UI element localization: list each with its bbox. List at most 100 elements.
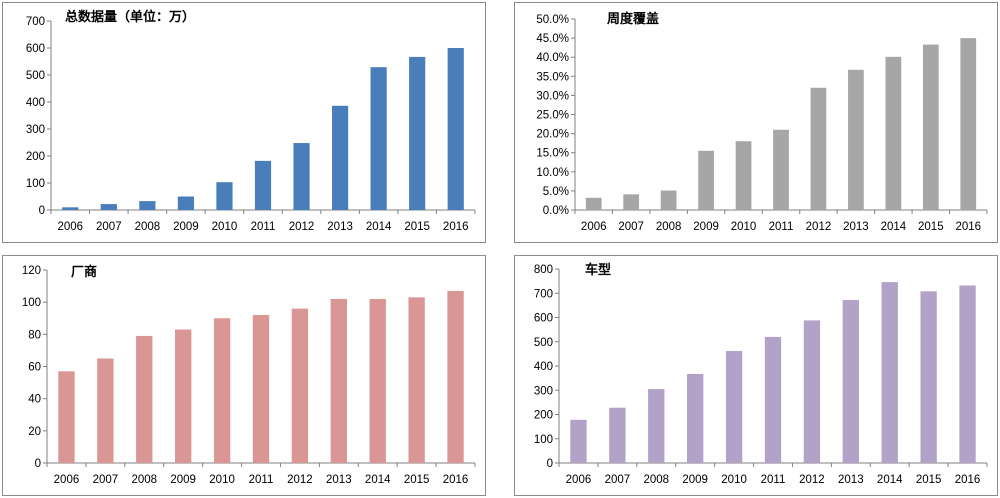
y-tick-label: 45.0% (536, 33, 569, 45)
bar-2006 (570, 419, 587, 463)
bar-2016 (447, 290, 464, 463)
y-tick-label: 200 (26, 151, 45, 163)
x-tick-label: 2011 (769, 221, 794, 233)
bar-2013 (842, 300, 859, 463)
x-tick-label: 2007 (93, 474, 119, 486)
bar-2012 (803, 320, 821, 463)
bar-2013 (848, 69, 864, 210)
bar-2012 (291, 308, 309, 463)
x-tick-label: 2006 (581, 221, 607, 233)
y-tick-label: 500 (534, 337, 553, 349)
y-tick-label: 0 (35, 458, 41, 470)
x-tick-label: 2007 (96, 221, 122, 233)
y-tick-label: 5.0% (543, 186, 569, 198)
bar-chart-svg: 0.0% 5.0% 10.0% 15.0% 20.0% 25.0% 30.0% 35.0% 40… (536, 11, 988, 233)
bar-2014 (881, 282, 898, 463)
y-tick-label: 0.0% (543, 205, 569, 217)
y-tick-label: 80 (28, 329, 41, 341)
x-tick-label: 2009 (682, 474, 708, 486)
y-tick-label: 50.0% (536, 14, 569, 26)
y-tick-label: 100 (26, 178, 45, 190)
x-tick-label: 2008 (135, 221, 161, 233)
x-tick-label: 2006 (566, 474, 592, 486)
x-tick-label: 2015 (404, 474, 430, 486)
y-tick-label: 800 (534, 264, 553, 276)
bar-2014 (369, 298, 386, 463)
bar-2006 (62, 207, 79, 210)
x-tick-label: 2013 (838, 474, 864, 486)
bar-2015 (409, 56, 426, 210)
x-tick-label: 2014 (877, 474, 903, 486)
chart-title: 车型 (585, 262, 611, 278)
y-tick-label: 60 (28, 362, 41, 374)
y-tick-label: 500 (26, 70, 45, 82)
y-tick-label: 0 (547, 458, 553, 470)
bar-2016 (959, 285, 976, 463)
chart-panel-manufacturers: 0 20 40 60 80 100 120 2006 2007 2008 2009 2010 2011 2… (2, 255, 486, 496)
chart-panel-total-data: 0 100 200 300 400 500 600 700 2006 2007 2008 2009 20… (2, 2, 486, 243)
x-tick-label: 2011 (761, 474, 786, 486)
bar-2009 (177, 196, 195, 210)
x-tick-label: 2016 (443, 221, 469, 233)
bar-2013 (330, 298, 347, 463)
y-tick-label: 40.0% (536, 52, 569, 64)
x-tick-label: 2012 (799, 474, 825, 486)
bar-2012 (810, 87, 827, 210)
chart-panel-weekly-coverage: 0.0% 5.0% 10.0% 15.0% 20.0% 25.0% 30.0% 35.0% 40… (514, 2, 998, 243)
x-tick-label: 2016 (955, 221, 981, 233)
y-tick-label: 10.0% (536, 167, 569, 179)
bar-2009 (175, 329, 192, 463)
y-tick-label: 20.0% (536, 129, 569, 141)
bar-2015 (408, 297, 425, 463)
y-tick-label: 300 (534, 385, 553, 397)
bar-2015 (922, 44, 939, 211)
y-tick-label: 700 (534, 288, 553, 300)
x-tick-label: 2014 (881, 221, 907, 233)
bar-2010 (213, 318, 231, 463)
y-tick-label: 20 (28, 426, 41, 438)
y-tick-label: 300 (26, 124, 45, 136)
y-tick-label: 120 (22, 265, 41, 277)
x-tick-label: 2015 (404, 221, 430, 233)
x-tick-label: 2009 (170, 474, 196, 486)
bar-2016 (447, 48, 464, 210)
bar-2013 (331, 105, 349, 210)
x-tick-label: 2013 (326, 474, 352, 486)
x-tick-label: 2010 (209, 474, 235, 486)
x-tick-label: 2006 (57, 221, 83, 233)
y-tick-label: 100 (534, 434, 553, 446)
y-tick-label: 400 (26, 97, 45, 109)
y-tick-label: 0 (39, 205, 45, 217)
bar-2007 (623, 194, 640, 210)
y-tick-label: 400 (534, 361, 553, 373)
y-tick-label: 100 (22, 297, 41, 309)
x-tick-label: 2010 (212, 221, 238, 233)
x-tick-label: 2009 (693, 221, 719, 233)
x-tick-label: 2006 (54, 474, 80, 486)
x-tick-label: 2012 (287, 474, 313, 486)
bar-chart-svg: 0 100 200 300 400 500 600 700 2006 2007 2008 2009 20… (26, 9, 476, 233)
x-tick-label: 2007 (605, 474, 631, 486)
bar-2014 (885, 56, 902, 211)
bar-2011 (764, 336, 782, 463)
y-tick-label: 35.0% (536, 71, 569, 83)
bar-2007 (100, 204, 117, 210)
bar-2006 (58, 371, 75, 463)
bar-2010 (725, 350, 743, 463)
x-tick-label: 2013 (327, 221, 353, 233)
x-tick-label: 2016 (955, 474, 981, 486)
bar-2015 (920, 291, 937, 463)
x-tick-label: 2008 (131, 474, 157, 486)
chart-panel-models: 0 100 200 300 400 500 600 700 800 2006 2007 2008 200… (514, 255, 998, 496)
y-tick-label: 40 (28, 394, 41, 406)
bar-2009 (687, 374, 704, 463)
bar-2011 (254, 160, 272, 210)
bar-2010 (216, 182, 233, 210)
x-tick-label: 2015 (916, 474, 942, 486)
bar-2014 (370, 67, 387, 210)
x-tick-label: 2008 (656, 221, 682, 233)
bar-2008 (136, 335, 153, 463)
x-tick-label: 2011 (251, 221, 276, 233)
y-tick-label: 600 (534, 313, 553, 325)
x-tick-label: 2014 (366, 221, 392, 233)
